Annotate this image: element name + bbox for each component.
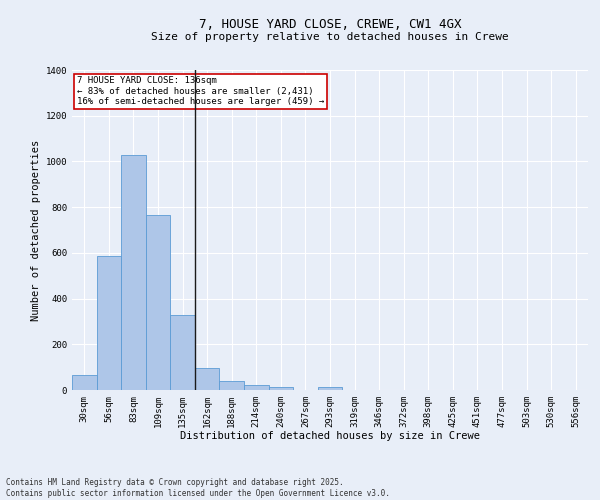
Bar [121,154,146,390]
Bar [220,382,244,390]
X-axis label: Distribution of detached houses by size in Crewe: Distribution of detached houses by size … [180,432,480,442]
Text: 7 HOUSE YARD CLOSE: 136sqm
← 83% of detached houses are smaller (2,431)
16% of s: 7 HOUSE YARD CLOSE: 136sqm ← 83% of deta… [77,76,325,106]
Text: 7, HOUSE YARD CLOSE, CREWE, CW1 4GX: 7, HOUSE YARD CLOSE, CREWE, CW1 4GX [199,18,461,30]
Bar [269,387,293,390]
Bar [146,215,170,390]
Bar [318,386,342,390]
Bar [195,368,220,390]
Y-axis label: Number of detached properties: Number of detached properties [31,140,41,320]
Text: Contains HM Land Registry data © Crown copyright and database right 2025.
Contai: Contains HM Land Registry data © Crown c… [6,478,390,498]
Bar [170,314,195,390]
Bar [244,385,269,390]
Text: Size of property relative to detached houses in Crewe: Size of property relative to detached ho… [151,32,509,42]
Bar [97,256,121,390]
Bar [72,375,97,390]
